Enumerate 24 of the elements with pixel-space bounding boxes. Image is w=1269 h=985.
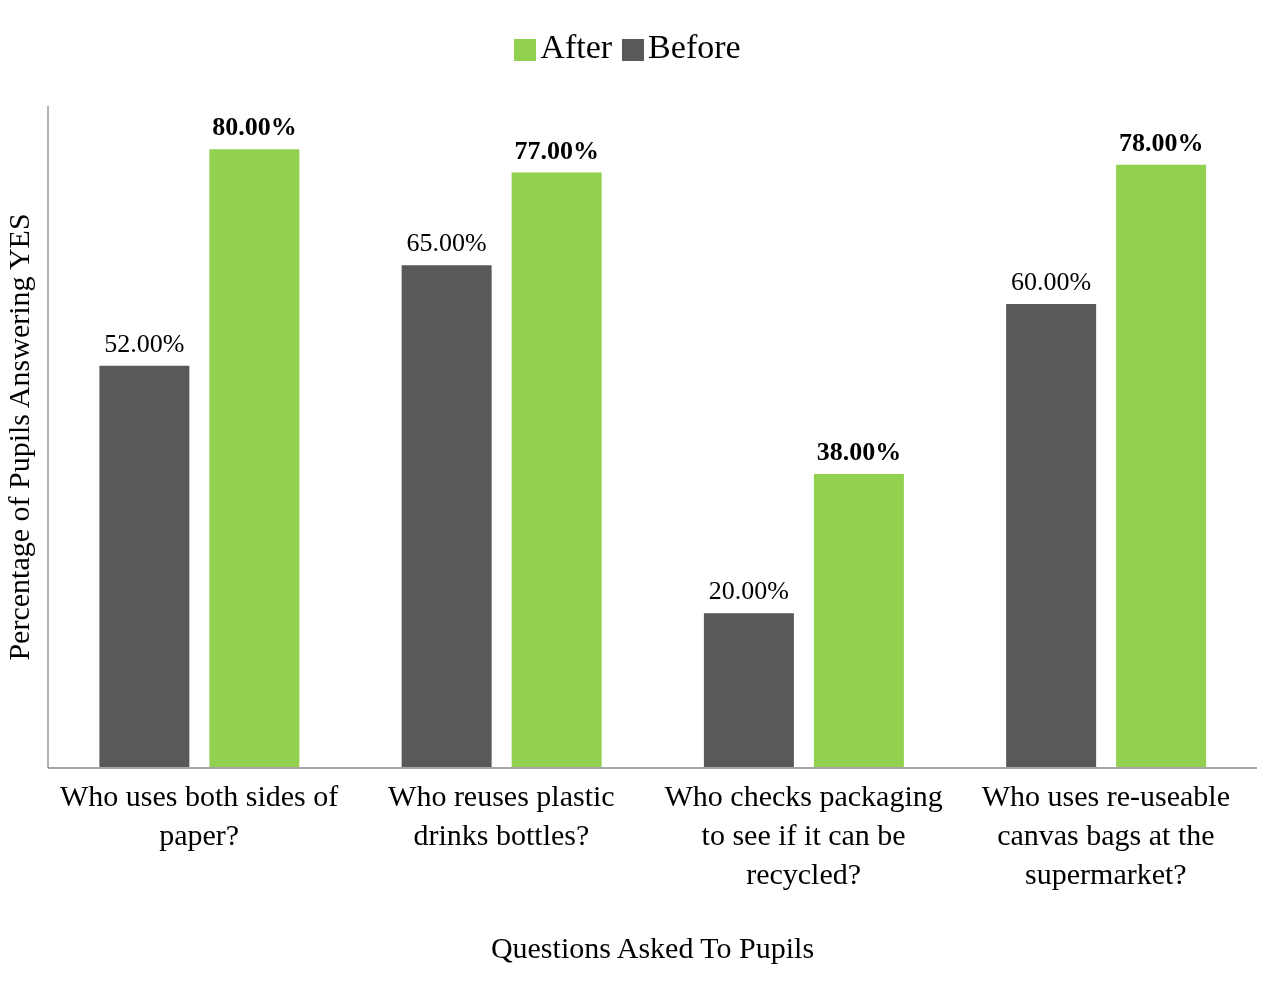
x-axis-title: Questions Asked To Pupils [490, 931, 815, 964]
data-label: 65.00% [406, 228, 487, 258]
bar [511, 172, 602, 768]
bar [703, 613, 794, 768]
y-axis-title: Percentage of Pupils Answering YES [1, 213, 35, 661]
bar [813, 474, 904, 768]
bar [1116, 164, 1207, 768]
data-label: 38.00% [816, 437, 902, 467]
data-label: 60.00% [1011, 266, 1092, 296]
x-tick-label: Who reuses plastic drinks bottles? [388, 779, 615, 851]
bar [401, 265, 492, 768]
data-label: 78.00% [1118, 127, 1204, 157]
legend-label: After [540, 28, 613, 65]
data-label: 80.00% [212, 112, 297, 142]
x-tick-label: Who uses re-useable canvas bags at the supermarket? [981, 779, 1230, 890]
x-tick-label: Who checks packaging to see if it can be recycled? [664, 779, 943, 890]
x-tick-label: Who uses both sides of paper? [59, 779, 339, 851]
bar [99, 365, 190, 768]
data-label: 20.00% [708, 576, 789, 606]
data-label: 52.00% [104, 328, 185, 358]
data-label: 77.00% [514, 135, 599, 165]
bar [209, 149, 300, 768]
legend-label: Before [648, 28, 741, 65]
bar [1006, 303, 1097, 768]
